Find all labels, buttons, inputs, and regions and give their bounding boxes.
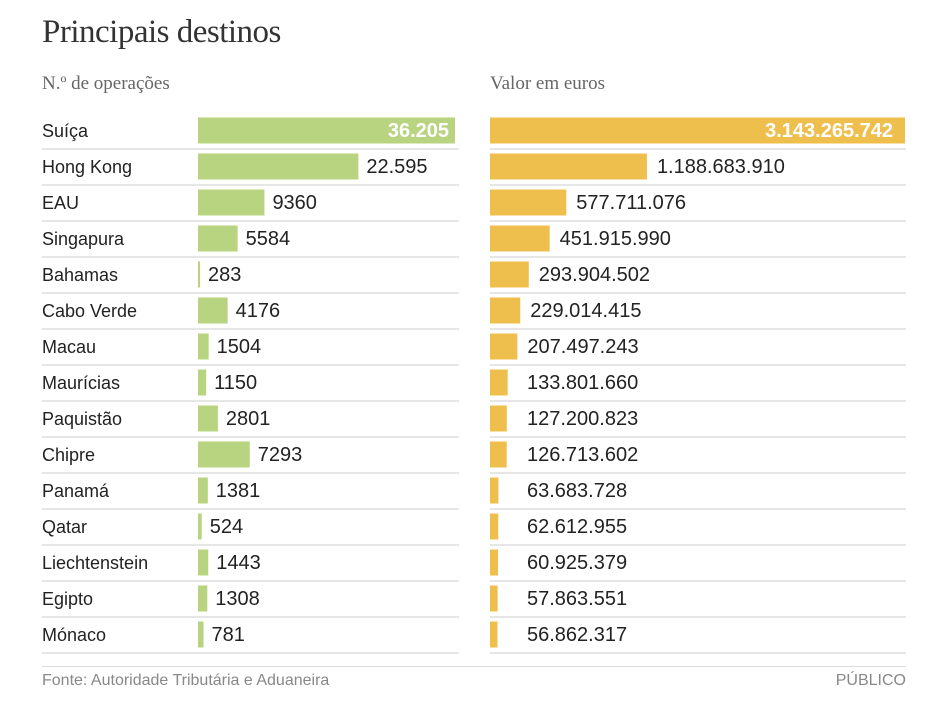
operations-bar <box>198 621 204 648</box>
category-label: Panamá <box>42 481 110 501</box>
category-label: Singapura <box>42 229 125 249</box>
operations-value-label: 1443 <box>216 552 261 574</box>
value-header: Valor em euros <box>490 73 606 94</box>
value-bar <box>490 441 507 468</box>
value-bar <box>490 585 498 612</box>
operations-bar <box>198 369 207 396</box>
operations-bar <box>198 585 208 612</box>
value-value-label: 229.014.415 <box>530 300 641 322</box>
value-bar <box>490 333 518 360</box>
operations-value-label: 1504 <box>217 336 261 358</box>
value-bar <box>490 549 499 576</box>
footer-divider <box>42 666 906 667</box>
category-label: EAU <box>42 193 79 213</box>
category-label: Maurícias <box>42 373 120 393</box>
category-label: Bahamas <box>42 265 118 285</box>
operations-value-label: 9360 <box>272 192 317 214</box>
operations-bar <box>198 189 265 216</box>
operations-bar <box>198 117 455 144</box>
value-value-label: 62.612.955 <box>527 516 627 538</box>
value-value-label: 126.713.602 <box>527 444 638 466</box>
value-value-label: 1.188.683.910 <box>657 156 785 178</box>
operations-bar <box>198 405 218 432</box>
value-value-label: 60.925.379 <box>527 552 627 574</box>
value-bar <box>490 153 647 180</box>
value-bar <box>490 117 905 144</box>
operations-bar <box>198 261 201 288</box>
category-label: Hong Kong <box>42 157 132 177</box>
operations-header: N.º de operações <box>42 73 170 94</box>
operations-value-label: 36.205 <box>388 120 449 142</box>
value-value-label: 57.863.551 <box>527 588 627 610</box>
operations-bar <box>198 441 250 468</box>
operations-bar <box>198 513 202 540</box>
value-value-label: 127.200.823 <box>527 408 638 430</box>
value-bar <box>490 261 529 288</box>
value-value-label: 56.862.317 <box>527 624 627 646</box>
value-bar <box>490 225 550 252</box>
category-label: Cabo Verde <box>42 301 137 321</box>
category-label: Macau <box>42 337 96 357</box>
operations-bar <box>198 477 208 504</box>
operations-value-label: 1150 <box>214 372 257 394</box>
operations-bar <box>198 297 228 324</box>
value-value-label: 451.915.990 <box>560 228 671 250</box>
category-label: Chipre <box>42 445 95 465</box>
value-value-label: 63.683.728 <box>527 480 627 502</box>
value-bar <box>490 477 499 504</box>
operations-value-label: 524 <box>210 516 243 538</box>
category-label: Egipto <box>42 589 93 609</box>
source-note: Fonte: Autoridade Tributária e Aduaneira <box>42 672 330 689</box>
operations-value-label: 7293 <box>258 444 303 466</box>
category-label: Mónaco <box>42 625 106 645</box>
value-value-label: 3.143.265.742 <box>765 120 893 142</box>
operations-bar <box>198 549 209 576</box>
value-value-label: 207.497.243 <box>527 336 638 358</box>
value-bar <box>490 513 499 540</box>
operations-value-label: 1381 <box>216 480 261 502</box>
category-label: Paquistão <box>42 409 122 429</box>
value-bar <box>490 297 521 324</box>
value-value-label: 577.711.076 <box>576 192 686 214</box>
brand-logo: PÚBLICO <box>835 672 906 689</box>
operations-value-label: 283 <box>208 264 241 286</box>
value-bar <box>490 621 498 648</box>
category-label: Qatar <box>42 517 87 537</box>
operations-value-label: 5584 <box>246 228 290 250</box>
value-value-label: 133.801.660 <box>527 372 638 394</box>
operations-bar <box>198 225 238 252</box>
value-bar <box>490 189 567 216</box>
value-bar <box>490 369 508 396</box>
operations-value-label: 1308 <box>215 588 260 610</box>
category-label: Liechtenstein <box>42 553 148 573</box>
page-title: Principais destinos <box>42 14 281 50</box>
value-bar <box>490 405 507 432</box>
operations-bar <box>198 153 359 180</box>
operations-value-label: 781 <box>212 624 245 646</box>
value-value-label: 293.904.502 <box>539 264 650 286</box>
operations-value-label: 2801 <box>226 408 271 430</box>
operations-value-label: 4176 <box>236 300 280 322</box>
operations-value-label: 22.595 <box>366 156 427 178</box>
category-label: Suíça <box>42 121 89 141</box>
operations-bar <box>198 333 209 360</box>
